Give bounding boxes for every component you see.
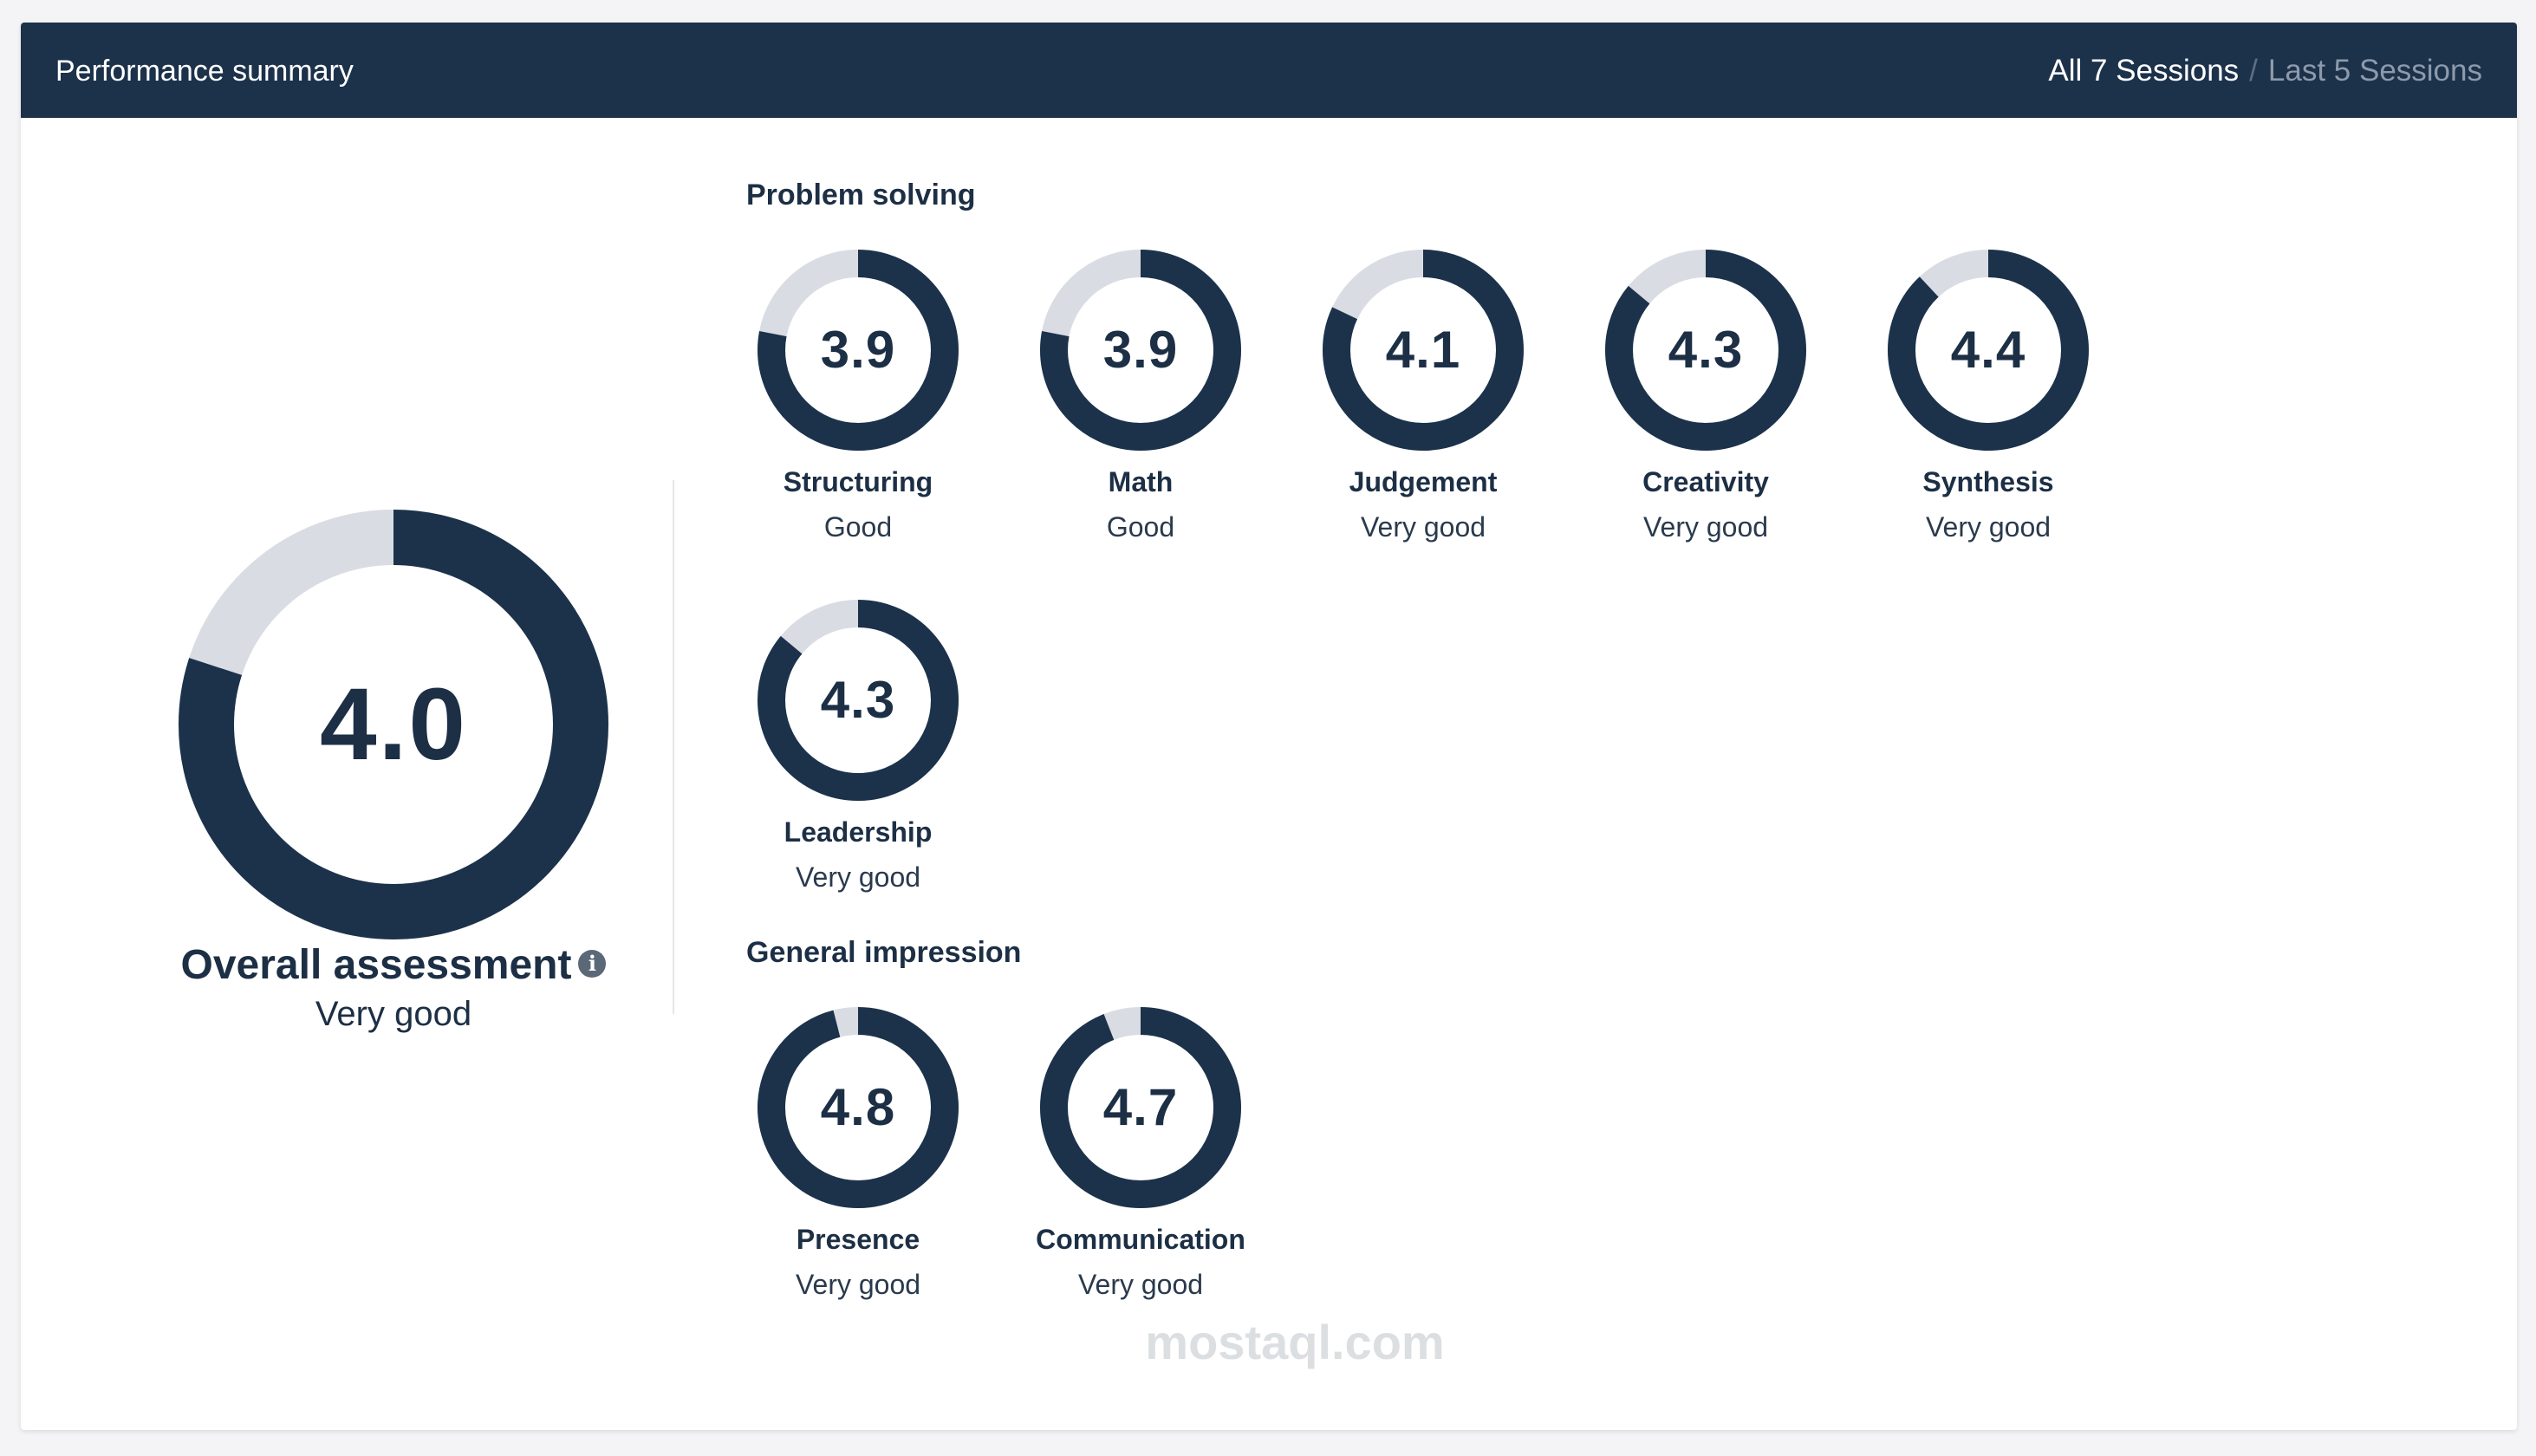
- metric-synthesis: 4.4 Synthesis Very good: [1858, 250, 2118, 562]
- header-title: Performance summary: [55, 55, 354, 88]
- overall-donut-arc: [179, 510, 608, 939]
- metric-donut-arc: [1040, 1007, 1241, 1208]
- metric-donut-chart: [1323, 250, 1524, 451]
- tab-last-sessions[interactable]: Last 5 Sessions: [2267, 54, 2482, 88]
- metric-rating: Good: [823, 511, 893, 543]
- performance-summary-card: Performance summary All 7 Sessions / Last …: [21, 23, 2517, 1430]
- info-icon[interactable]: i: [578, 950, 607, 978]
- metric-donut-chart: [1040, 250, 1241, 451]
- metric-score: 4.8: [820, 1078, 896, 1136]
- metric-rating: Very good: [795, 1269, 921, 1300]
- overall-donut-chart: [179, 510, 608, 939]
- metric-name: Creativity: [1642, 466, 1769, 497]
- session-tabs: All 7 Sessions / Last 5 Sessions: [2048, 52, 2482, 90]
- metric-rating: Very good: [1360, 511, 1486, 543]
- metric-donut-arc: [1888, 250, 2089, 451]
- metric-presence: 4.8 Presence Very good: [728, 1007, 988, 1319]
- metric-structuring: 3.9 Structuring Good: [728, 250, 988, 562]
- metric-math: 3.9 Math Good: [1011, 250, 1271, 562]
- metric-donut-arc: [758, 1007, 959, 1208]
- overall-donut: 4.0: [177, 508, 610, 941]
- metric-leadership: 4.3 Leadership Very good: [728, 600, 988, 912]
- metric-donut-arc: [758, 250, 959, 451]
- vertical-divider: [673, 480, 674, 1014]
- section-title-problem-solving: Problem solving: [746, 179, 976, 211]
- tab-separator: /: [2249, 54, 2258, 88]
- metric-judgement: 4.1 Judgement Very good: [1293, 250, 1553, 562]
- section-title-general-impression: General impression: [746, 936, 1022, 969]
- metric-donut-arc: [758, 600, 959, 801]
- metric-score: 3.9: [820, 321, 896, 379]
- metric-score: 3.9: [1102, 321, 1179, 379]
- tab-all-sessions[interactable]: All 7 Sessions: [2048, 54, 2240, 88]
- metric-donut-arc: [1040, 250, 1241, 451]
- metric-name: Judgement: [1349, 466, 1498, 497]
- metric-rating: Very good: [795, 861, 921, 893]
- metric-rating: Very good: [1077, 1269, 1204, 1300]
- overall-rating: Very good: [315, 995, 472, 1033]
- metric-donut-chart: [758, 600, 959, 801]
- metric-communication: 4.7 Communication Very good: [1011, 1007, 1271, 1319]
- metric-score: 4.7: [1102, 1078, 1179, 1136]
- metric-name: Presence: [796, 1224, 920, 1255]
- metric-score: 4.3: [820, 671, 896, 729]
- metric-donut-chart: [1605, 250, 1806, 451]
- overall-score: 4.0: [319, 667, 468, 782]
- metric-name: Leadership: [784, 816, 933, 848]
- watermark: mostaql.com: [1145, 1315, 1445, 1369]
- metric-donut-chart: [758, 1007, 959, 1208]
- metric-donut-arc: [1605, 250, 1806, 451]
- card-header: Performance summary All 7 Sessions / Last …: [21, 23, 2517, 118]
- metric-donut-arc: [1323, 250, 1524, 451]
- metric-rating: Very good: [1925, 511, 2052, 543]
- metric-name: Math: [1108, 466, 1174, 497]
- metric-name: Communication: [1036, 1224, 1245, 1255]
- metric-donut-chart: [1888, 250, 2089, 451]
- overall-label-text: Overall assessment: [180, 942, 572, 988]
- metric-name: Synthesis: [1922, 466, 2054, 497]
- metric-name: Structuring: [783, 466, 933, 497]
- metric-creativity: 4.3 Creativity Very good: [1576, 250, 1836, 562]
- metric-donut-chart: [1040, 1007, 1241, 1208]
- metric-score: 4.1: [1385, 321, 1461, 379]
- overall-assessment-label: Overall assessment i: [90, 941, 697, 989]
- metric-rating: Good: [1106, 511, 1175, 543]
- metric-score: 4.4: [1950, 321, 2026, 379]
- metric-donut-chart: [758, 250, 959, 451]
- metric-rating: Very good: [1642, 511, 1769, 543]
- metric-score: 4.3: [1668, 321, 1744, 379]
